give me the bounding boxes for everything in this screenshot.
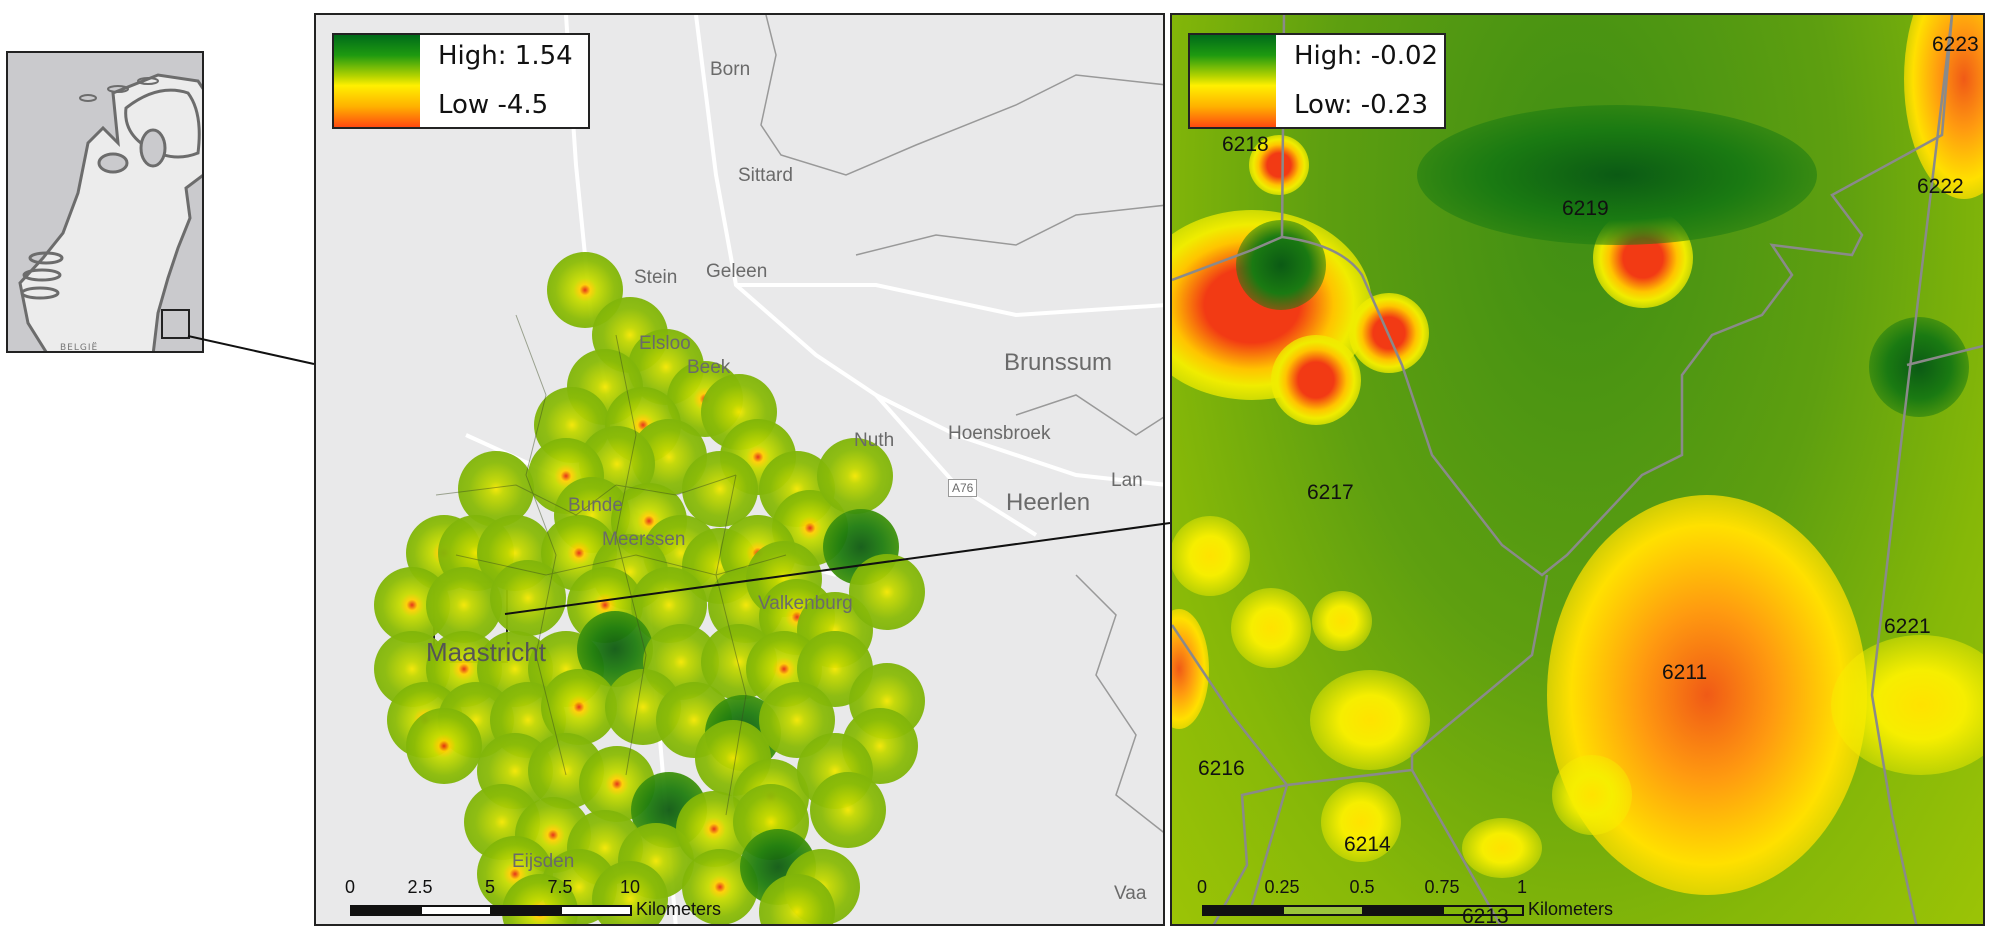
heat-cluster bbox=[681, 451, 758, 528]
place-label: Vaa bbox=[1114, 883, 1147, 904]
scale-tick: 0.75 bbox=[1424, 877, 1460, 897]
detail-map: High: -0.02 Low: -0.23 6223 6218 6222 6219 6… bbox=[1170, 13, 1985, 926]
scale-tick: 0 bbox=[344, 877, 356, 897]
scale-unit: Kilometers bbox=[1528, 899, 1614, 919]
detail-scale-bar: 0 0.25 0.5 0.75 1 Kilometers bbox=[1197, 877, 1722, 924]
detail-legend: High: -0.02 Low: -0.23 bbox=[1188, 33, 1446, 129]
place-label: Eijsden bbox=[512, 851, 575, 872]
place-label: Elsloo bbox=[639, 333, 691, 354]
place-label: Sittard bbox=[738, 165, 793, 186]
color-ramp bbox=[334, 35, 420, 127]
place-label: Hoensbroek bbox=[948, 423, 1051, 444]
scale-unit: Kilometers bbox=[636, 899, 722, 919]
scale-tick: 0 bbox=[1196, 877, 1208, 897]
study-area-marker bbox=[161, 309, 190, 339]
place-label: Born bbox=[710, 59, 751, 80]
postcode-label: 6217 bbox=[1307, 481, 1354, 504]
heat-hotspot bbox=[1231, 588, 1311, 668]
heat-hotspot bbox=[1271, 335, 1361, 425]
postcode-boundaries bbox=[1172, 15, 1983, 924]
scale-tick: 7.5 bbox=[547, 877, 573, 897]
heat-cluster bbox=[810, 771, 887, 848]
postcode-label: 6219 bbox=[1562, 197, 1609, 220]
heat-hotspot bbox=[1552, 755, 1632, 835]
scale-tick: 2.5 bbox=[407, 877, 433, 897]
municipal-boundaries bbox=[435, 314, 787, 816]
place-label: A76 bbox=[948, 479, 978, 497]
place-label: Brunssum bbox=[1004, 349, 1113, 376]
legend-high: High: -0.02 bbox=[1294, 41, 1439, 71]
place-label: Stein bbox=[634, 267, 678, 288]
postcode-label: 6218 bbox=[1222, 133, 1269, 156]
heat-hotspot bbox=[1417, 105, 1817, 245]
heat-cluster bbox=[406, 707, 483, 784]
heat-hotspot bbox=[1312, 591, 1372, 651]
heat-cluster bbox=[425, 566, 502, 643]
overview-map: High: 1.54 Low -4.5 Born Sittard Geleen Ste… bbox=[314, 13, 1165, 926]
heat-hotspot bbox=[1462, 818, 1542, 878]
country-label: BELGIË bbox=[60, 343, 99, 353]
overview-scale-bar: 0 2.5 5 7.5 10 Kilometers bbox=[345, 877, 870, 924]
scale-tick: 5 bbox=[484, 877, 496, 897]
heat-cluster bbox=[540, 669, 617, 746]
scale-tick: 10 bbox=[619, 877, 641, 897]
legend-low: Low: -0.23 bbox=[1294, 90, 1429, 120]
heat-hotspot bbox=[1172, 516, 1250, 596]
heat-hotspot bbox=[1869, 317, 1969, 417]
heat-hotspot bbox=[1321, 782, 1401, 862]
legend-high: High: 1.54 bbox=[438, 41, 573, 71]
legend-low: Low -4.5 bbox=[438, 90, 549, 120]
place-label: Valkenburg bbox=[758, 593, 853, 614]
heat-hotspot bbox=[1310, 670, 1430, 770]
color-ramp bbox=[1190, 35, 1276, 127]
netherlands-outline bbox=[18, 73, 202, 351]
place-label: Meerssen bbox=[602, 529, 686, 550]
postcode-label: 6211 bbox=[1662, 661, 1708, 684]
postcode-label: 6222 bbox=[1917, 175, 1964, 198]
place-label: Lan bbox=[1111, 470, 1143, 491]
place-label: Bunde bbox=[568, 495, 623, 516]
place-label: Beek bbox=[687, 357, 731, 378]
place-label: Nuth bbox=[854, 430, 895, 451]
place-label: Maastricht bbox=[426, 637, 546, 667]
postcode-label: 6216 bbox=[1198, 757, 1245, 780]
heat-hotspot bbox=[1249, 135, 1309, 195]
heat-cluster bbox=[816, 438, 893, 515]
scale-tick: 0.25 bbox=[1264, 877, 1300, 897]
overview-legend: High: 1.54 Low -4.5 bbox=[332, 33, 590, 129]
heat-cluster bbox=[457, 451, 534, 528]
scale-tick: 1 bbox=[1516, 877, 1528, 897]
scale-tick: 0.5 bbox=[1349, 877, 1375, 897]
inset-map-netherlands: BELGIË bbox=[6, 51, 204, 353]
postcode-label: 6223 bbox=[1932, 33, 1979, 56]
postcode-label: 6221 bbox=[1884, 615, 1931, 638]
place-label: Geleen bbox=[706, 261, 768, 282]
place-label: Heerlen bbox=[1006, 489, 1091, 516]
postcode-label: 6214 bbox=[1344, 833, 1391, 856]
heat-hotspot bbox=[1831, 635, 1983, 775]
